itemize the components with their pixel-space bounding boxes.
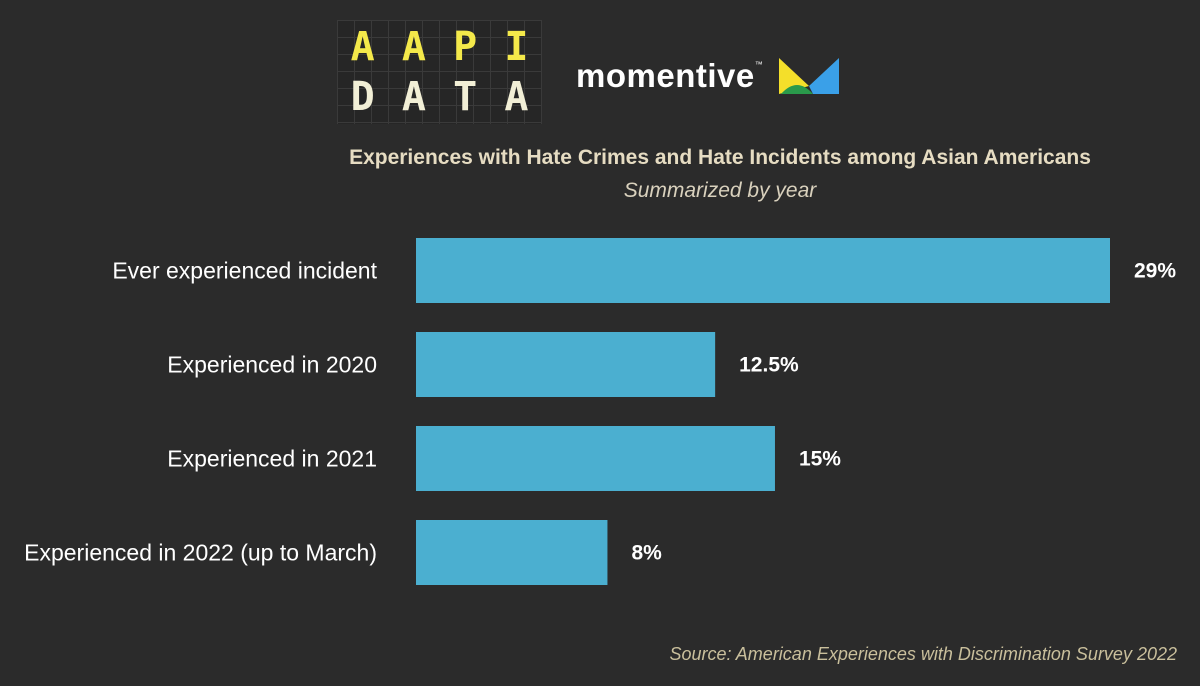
bar [416, 238, 1110, 303]
aapi-logo-letter: P [453, 24, 478, 70]
bar [416, 426, 775, 491]
aapi-logo-letter: A [504, 74, 529, 120]
data-label: 29% [1134, 260, 1176, 283]
aapi-logo-letter: A [350, 24, 375, 70]
momentive-trademark: ™ [754, 59, 763, 69]
aapi-logo-letter: I [504, 24, 529, 70]
aapi-data-logo: A A P I D A T A [337, 20, 542, 124]
bar [416, 332, 716, 397]
data-label: 12.5% [739, 354, 799, 377]
aapi-logo-row-2: D A T A [337, 74, 542, 120]
chart-subtitle: Summarized by year [623, 179, 817, 202]
bar [416, 520, 608, 585]
aapi-logo-letter: A [401, 24, 426, 70]
category-label: Experienced in 2020 [167, 352, 377, 378]
category-label: Experienced in 2021 [167, 446, 377, 472]
data-label: 8% [631, 542, 662, 565]
aapi-logo-letter: A [401, 74, 426, 120]
aapi-logo-letter: T [453, 74, 478, 120]
momentive-mark-icon [778, 58, 839, 94]
data-label: 15% [799, 448, 841, 471]
source-note: Source: American Experiences with Discri… [669, 644, 1177, 664]
category-label: Ever experienced incident [112, 258, 377, 284]
momentive-logo: momentive ™ [576, 55, 841, 97]
chart-title: Experiences with Hate Crimes and Hate In… [349, 146, 1091, 169]
category-label: Experienced in 2022 (up to March) [24, 540, 377, 566]
momentive-wordmark: momentive [576, 57, 755, 94]
aapi-logo-row-1: A A P I [337, 24, 542, 70]
aapi-logo-letter: D [350, 74, 375, 120]
